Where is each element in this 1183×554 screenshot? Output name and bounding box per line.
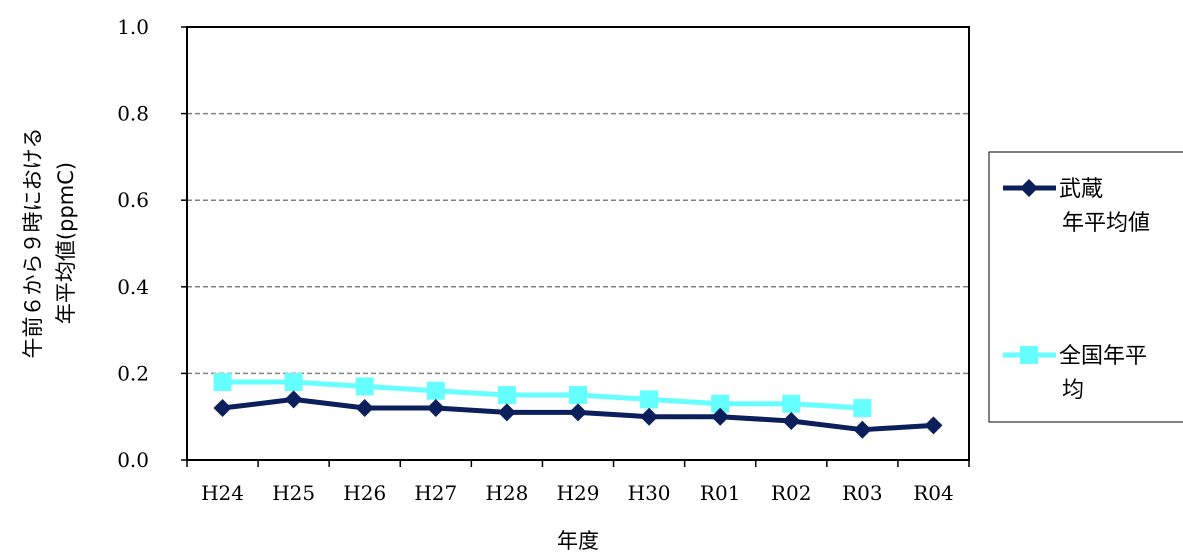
plot-area — [186, 26, 970, 461]
x-tick-label-8: R02 — [771, 481, 812, 505]
series-0-point-4 — [497, 403, 516, 422]
y-tick-label-4: 0.8 — [117, 102, 149, 126]
legend-frame — [988, 151, 1183, 423]
series-1-point-7 — [711, 394, 730, 413]
y-tick-label-3: 0.6 — [117, 188, 149, 212]
legend-label-0-line-0: 武蔵 — [1059, 177, 1103, 202]
legend-label-1-line-0: 全国年平 — [1059, 344, 1147, 369]
series-0-point-7 — [711, 407, 730, 426]
series-1-point-0 — [213, 373, 232, 392]
x-tick-label-3: H27 — [414, 481, 457, 505]
x-tick-label-10: R04 — [913, 481, 954, 505]
series-line-1 — [222, 379, 863, 411]
legend-swatch-marker-1 — [1020, 346, 1038, 364]
series-0-point-6 — [640, 407, 659, 426]
series-1-point-2 — [355, 377, 374, 396]
x-tick-label-5: H29 — [557, 481, 600, 505]
x-tick-label-7: R01 — [700, 481, 741, 505]
legend-label-0-line-1: 年平均値 — [1062, 211, 1150, 236]
y-axis-title-line-1: 午前６から９時における — [21, 128, 45, 359]
series-1 — [213, 373, 872, 418]
series-1-point-8 — [782, 394, 801, 413]
y-tick-label-0: 0.0 — [117, 448, 149, 472]
series-0 — [213, 390, 943, 439]
series-0-point-10 — [924, 416, 943, 435]
x-axis-ticks: H24 H25 H26 H27 H28 H29 H30 R01 R02 R03 R04 — [186, 460, 970, 505]
series-0-point-1 — [284, 390, 303, 409]
x-tick-label-4: H28 — [485, 481, 528, 505]
x-tick-label-9: R03 — [842, 481, 883, 505]
series-0-point-3 — [426, 399, 445, 418]
x-tick-label-6: H30 — [628, 481, 671, 505]
series-0-point-5 — [569, 403, 587, 422]
y-tick-label-1: 0.2 — [117, 361, 149, 385]
y-axis-title: 午前６から９時における 年平均値(ppmC) — [21, 128, 78, 359]
series-1-point-9 — [853, 399, 872, 418]
y-tick-label-5: 1.0 — [117, 15, 149, 39]
y-tick-label-2: 0.4 — [117, 275, 149, 299]
y-axis-title-line-2: 年平均値(ppmC) — [54, 162, 78, 324]
grid-lines — [187, 112, 969, 375]
series-1-point-1 — [284, 373, 303, 392]
series-1-point-5 — [569, 386, 587, 405]
series-1-point-4 — [497, 386, 516, 405]
series-0-point-9 — [853, 420, 872, 439]
series-1-point-3 — [426, 381, 445, 400]
series-0-point-0 — [213, 399, 232, 418]
series-0-point-8 — [782, 412, 801, 431]
y-axis-ticks: 0.0 0.2 0.4 0.6 0.8 1.0 — [117, 15, 187, 472]
x-tick-label-0: H24 — [201, 481, 244, 505]
series-layer — [213, 373, 943, 439]
series-1-point-6 — [640, 390, 659, 409]
x-axis-title: 年度 — [557, 529, 599, 553]
x-tick-label-2: H26 — [343, 481, 386, 505]
x-tick-label-1: H25 — [272, 481, 315, 505]
series-0-point-2 — [355, 399, 374, 418]
legend-label-1-line-1: 均 — [1062, 378, 1084, 403]
legend-swatch-marker-0 — [1020, 179, 1038, 197]
